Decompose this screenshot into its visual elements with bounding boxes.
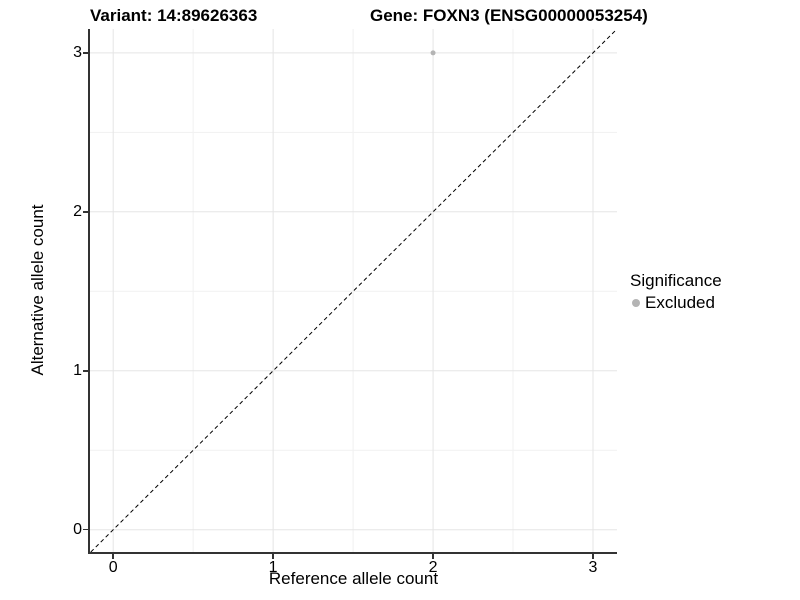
y-tick-mark [83,211,88,213]
identity-line [90,29,617,552]
x-tick-label: 3 [588,559,598,576]
y-tick-label: 2 [73,202,82,220]
y-tick-mark [83,370,88,372]
x-tick-label: 2 [428,559,438,576]
plot-title-gene: Gene: FOXN3 (ENSG00000053254) [370,6,648,25]
x-tick-label: 1 [268,559,278,576]
plot-title-variant: Variant: 14:89626363 [90,6,258,25]
x-tick-mark [432,554,434,559]
y-tick-mark [83,528,88,531]
y-tick-label: 0 [73,520,82,538]
excluded-point-swatch [632,299,640,307]
legend: Significance Excluded [630,270,722,314]
y-tick-label: 1 [73,361,82,379]
x-tick-mark [112,554,114,559]
plot-panel [88,29,617,554]
legend-title: Significance [630,271,722,290]
y-tick-label: 3 [73,43,82,61]
legend-entry-excluded: Excluded [630,292,722,314]
y-tick-mark [83,52,88,54]
x-tick-label: 0 [108,559,118,576]
x-tick-mark [592,554,594,559]
x-tick-mark [272,554,274,559]
y-axis-title: Alternative allele count [28,204,47,376]
legend-entry-label: Excluded [645,293,715,312]
x-axis-title: Reference allele count [268,569,439,588]
data-point [430,50,436,56]
plot-area [90,29,617,552]
